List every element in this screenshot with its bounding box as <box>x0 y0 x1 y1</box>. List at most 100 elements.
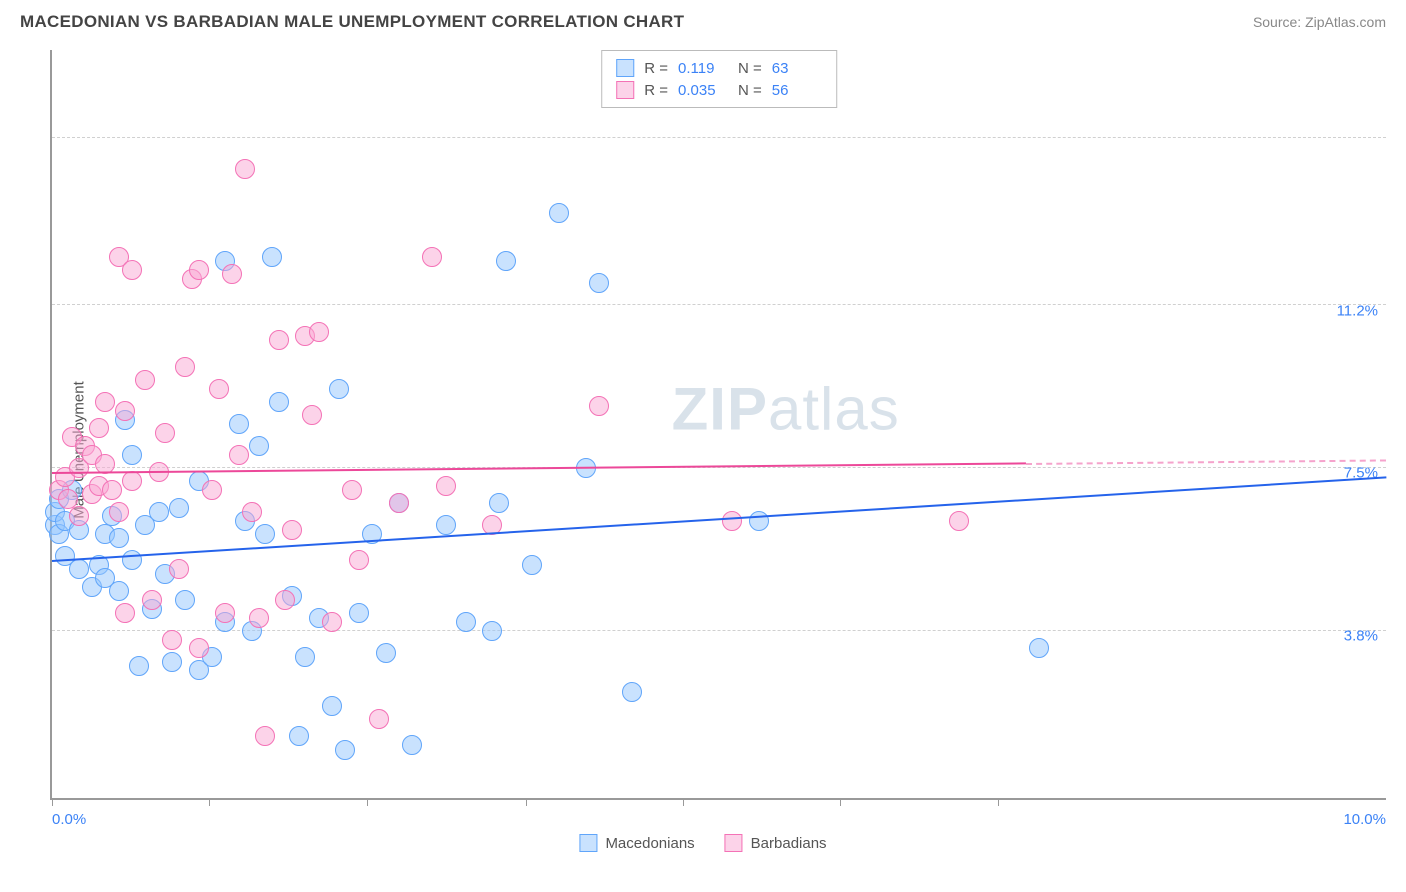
chart-title: MACEDONIAN VS BARBADIAN MALE UNEMPLOYMEN… <box>20 12 684 32</box>
swatch-pink <box>616 81 634 99</box>
data-point <box>129 656 149 676</box>
data-point <box>209 379 229 399</box>
data-point <box>329 379 349 399</box>
data-point <box>342 480 362 500</box>
legend-label: Barbadians <box>751 835 827 852</box>
data-point <box>722 511 742 531</box>
data-point <box>949 511 969 531</box>
data-point <box>289 726 309 746</box>
data-point <box>69 506 89 526</box>
data-point <box>89 418 109 438</box>
legend-item-macedonians: Macedonians <box>579 834 694 852</box>
x-tick-label: 10.0% <box>1343 811 1386 828</box>
data-point <box>436 476 456 496</box>
data-point <box>369 709 389 729</box>
n-value-macedonians: 63 <box>772 60 822 77</box>
data-point <box>169 498 189 518</box>
data-point <box>135 370 155 390</box>
stats-row-macedonians: R = 0.119 N = 63 <box>616 57 822 79</box>
n-label: N = <box>738 82 762 99</box>
data-point <box>349 550 369 570</box>
n-label: N = <box>738 60 762 77</box>
legend-item-barbadians: Barbadians <box>725 834 827 852</box>
data-point <box>229 414 249 434</box>
data-point <box>109 528 129 548</box>
data-point <box>1029 638 1049 658</box>
x-tick <box>367 798 368 806</box>
legend: Macedonians Barbadians <box>579 834 826 852</box>
x-tick <box>998 798 999 806</box>
legend-label: Macedonians <box>605 835 694 852</box>
data-point <box>249 608 269 628</box>
data-point <box>322 696 342 716</box>
data-point <box>229 445 249 465</box>
swatch-pink <box>725 834 743 852</box>
data-point <box>122 445 142 465</box>
plot-area: ZIPatlas R = 0.119 N = 63 R = 0.035 N = … <box>50 50 1386 800</box>
data-point <box>169 559 189 579</box>
data-point <box>522 555 542 575</box>
r-value-macedonians: 0.119 <box>678 60 728 77</box>
y-tick-label: 3.8% <box>1344 628 1378 645</box>
data-point <box>282 520 302 540</box>
data-point <box>255 524 275 544</box>
data-point <box>269 330 289 350</box>
watermark: ZIPatlas <box>672 375 900 444</box>
data-point <box>622 682 642 702</box>
n-value-barbadians: 56 <box>772 82 822 99</box>
data-point <box>115 603 135 623</box>
x-tick-label: 0.0% <box>52 811 86 828</box>
y-tick-label: 11.2% <box>1337 302 1378 319</box>
chart-header: MACEDONIAN VS BARBADIAN MALE UNEMPLOYMEN… <box>0 0 1406 40</box>
data-point <box>235 159 255 179</box>
data-point <box>69 559 89 579</box>
data-point <box>589 273 609 293</box>
data-point <box>322 612 342 632</box>
correlation-stats-box: R = 0.119 N = 63 R = 0.035 N = 56 <box>601 50 837 108</box>
data-point <box>422 247 442 267</box>
data-point <box>255 726 275 746</box>
x-tick <box>209 798 210 806</box>
data-point <box>402 735 422 755</box>
source-attribution: Source: ZipAtlas.com <box>1253 14 1386 30</box>
data-point <box>295 647 315 667</box>
x-tick <box>840 798 841 806</box>
swatch-blue <box>616 59 634 77</box>
data-point <box>242 502 262 522</box>
data-point <box>202 480 222 500</box>
data-point <box>309 322 329 342</box>
data-point <box>189 260 209 280</box>
data-point <box>275 590 295 610</box>
data-point <box>262 247 282 267</box>
gridline <box>52 137 1386 138</box>
r-label: R = <box>644 82 668 99</box>
x-tick <box>52 798 53 806</box>
data-point <box>95 392 115 412</box>
data-point <box>749 511 769 531</box>
data-point <box>175 357 195 377</box>
data-point <box>122 471 142 491</box>
data-point <box>489 493 509 513</box>
source-label: Source: <box>1253 14 1301 30</box>
data-point <box>122 550 142 570</box>
data-point <box>149 502 169 522</box>
x-tick <box>526 798 527 806</box>
trend-line <box>1026 459 1386 465</box>
data-point <box>109 581 129 601</box>
data-point <box>162 630 182 650</box>
data-point <box>115 401 135 421</box>
data-point <box>269 392 289 412</box>
gridline <box>52 304 1386 305</box>
data-point <box>389 493 409 513</box>
data-point <box>482 621 502 641</box>
data-point <box>155 423 175 443</box>
r-value-barbadians: 0.035 <box>678 82 728 99</box>
data-point <box>496 251 516 271</box>
data-point <box>376 643 396 663</box>
data-point <box>249 436 269 456</box>
data-point <box>122 260 142 280</box>
data-point <box>456 612 476 632</box>
data-point <box>549 203 569 223</box>
data-point <box>109 502 129 522</box>
data-point <box>335 740 355 760</box>
